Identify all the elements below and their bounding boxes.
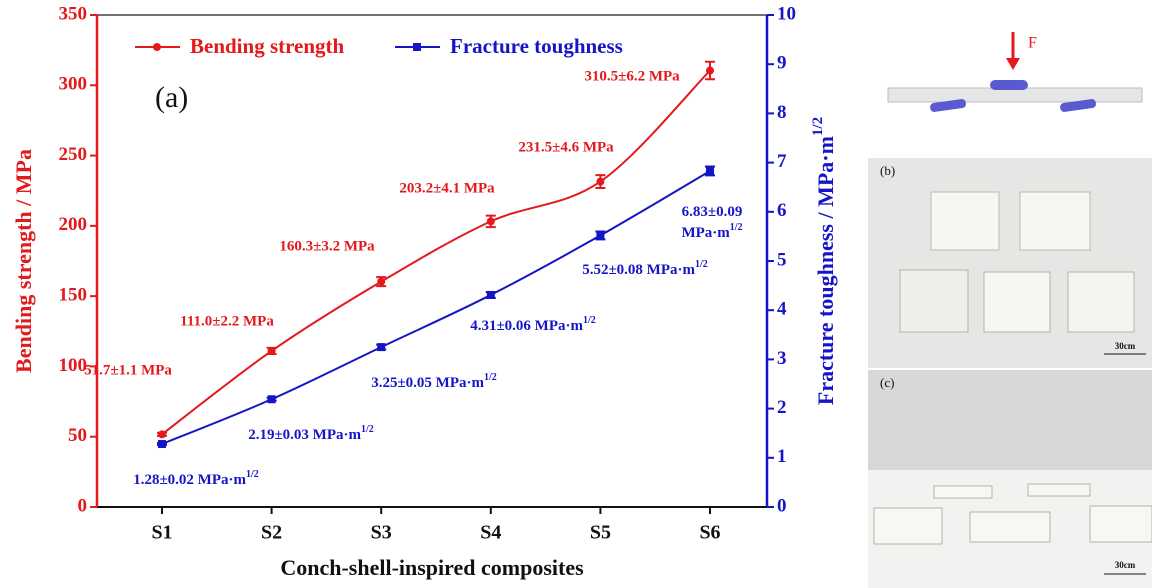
panel-label: (b) <box>880 163 895 178</box>
marker <box>267 395 276 404</box>
series-line <box>161 170 711 445</box>
y2-axis-label: Fracture toughness / MPa·m1/2 <box>810 117 838 405</box>
value-label-exponent: 1/2 <box>484 372 497 383</box>
marker <box>486 217 495 226</box>
y2-tick-label: 3 <box>777 348 787 369</box>
value-label-text: 1.28±0.02 MPa·m <box>133 472 246 488</box>
y2-tick-label: 7 <box>777 151 787 172</box>
scale-label: 30cm <box>1115 560 1136 570</box>
legend-label: Fracture toughness <box>450 34 623 58</box>
y2-tick-label: 4 <box>777 299 787 320</box>
value-label: 3.25±0.05 MPa·m1/2 <box>371 372 497 391</box>
y2-axis-label-exponent: 1/2 <box>810 117 826 136</box>
marker <box>377 277 386 286</box>
y-tick-label: 200 <box>59 214 88 235</box>
value-label: 111.0±2.2 MPa <box>180 313 274 329</box>
marker <box>377 343 386 352</box>
value-label: 51.7±1.1 MPa <box>84 362 172 378</box>
value-label: 160.3±3.2 MPa <box>279 238 375 254</box>
value-label: 1.28±0.02 MPa·m1/2 <box>133 469 259 488</box>
value-label-text: 5.52±0.08 MPa·m <box>582 262 695 278</box>
value-label-exponent: 1/2 <box>730 222 743 233</box>
marker <box>267 346 276 355</box>
y-tick-label: 150 <box>59 285 88 306</box>
y-tick-label: 250 <box>59 144 88 165</box>
photo-c: (c) 30cm <box>868 370 1152 588</box>
scale-label: 30cm <box>1115 341 1136 351</box>
y2-tick-label: 1 <box>777 446 787 467</box>
legend-marker <box>153 43 161 51</box>
marker <box>706 66 714 75</box>
x-tick-label: S4 <box>480 522 501 544</box>
value-label-text: 3.25±0.05 MPa·m <box>371 375 484 391</box>
y-tick-label: 100 <box>59 355 88 376</box>
y2-tick-label: 5 <box>777 249 787 270</box>
y2-tick-label: 0 <box>777 495 787 516</box>
marker <box>596 231 605 240</box>
value-label: 2.19±0.03 MPa·m1/2 <box>248 424 374 443</box>
y-tick-label: 50 <box>68 425 87 446</box>
annotation: (a) <box>155 81 188 114</box>
x-tick-label: S1 <box>151 522 172 544</box>
y2-tick-label: 2 <box>777 397 787 418</box>
panel-label: (c) <box>880 375 894 390</box>
y-tick-label: 0 <box>78 495 88 516</box>
marker <box>486 290 495 299</box>
value-label-exponent: 1/2 <box>246 469 259 480</box>
value-label: 231.5±4.6 MPa <box>518 139 614 155</box>
value-label: 6.83±0.09 MPa·m1/2 <box>681 204 742 241</box>
x-axis-label: Conch-shell-inspired composites <box>280 555 584 580</box>
value-label-line: 6.83±0.09 <box>682 204 743 220</box>
y2-tick-label: 10 <box>777 3 796 24</box>
y2-tick-label: 6 <box>777 200 787 221</box>
value-label-line: MPa·m <box>681 225 730 241</box>
value-label: 203.2±4.1 MPa <box>399 180 495 196</box>
force-label: F <box>1028 35 1037 52</box>
legend-label: Bending strength <box>190 34 345 58</box>
value-label-exponent: 1/2 <box>695 259 708 270</box>
legend-marker <box>413 43 421 51</box>
value-label-text: 4.31±0.06 MPa·m <box>470 318 583 334</box>
x-tick-label: S2 <box>261 522 282 544</box>
y2-tick-label: 8 <box>777 102 787 123</box>
value-label-text: 2.19±0.03 MPa·m <box>248 427 361 443</box>
marker <box>706 166 714 175</box>
y2-axis-label-text: Fracture toughness / MPa·m <box>813 136 838 405</box>
photo-b: (b) 30cm <box>868 158 1152 368</box>
y2-tick-label: 9 <box>777 53 787 74</box>
value-label: 310.5±6.2 MPa <box>584 68 680 84</box>
beam-diagram: F <box>887 32 1143 112</box>
value-label: 5.52±0.08 MPa·m1/2 <box>582 259 708 278</box>
marker <box>158 440 166 449</box>
y-axis-label: Bending strength / MPa <box>11 149 36 373</box>
value-label: 4.31±0.06 MPa·m1/2 <box>470 315 596 334</box>
x-tick-label: S6 <box>699 522 720 544</box>
y-tick-label: 300 <box>59 74 88 95</box>
y-tick-label: 350 <box>59 3 88 24</box>
marker <box>158 430 166 439</box>
x-tick-label: S5 <box>590 522 611 544</box>
marker <box>596 177 605 186</box>
x-tick-label: S3 <box>371 522 392 544</box>
series-line <box>161 69 711 436</box>
value-label-exponent: 1/2 <box>583 315 596 326</box>
value-label-exponent: 1/2 <box>361 424 374 435</box>
